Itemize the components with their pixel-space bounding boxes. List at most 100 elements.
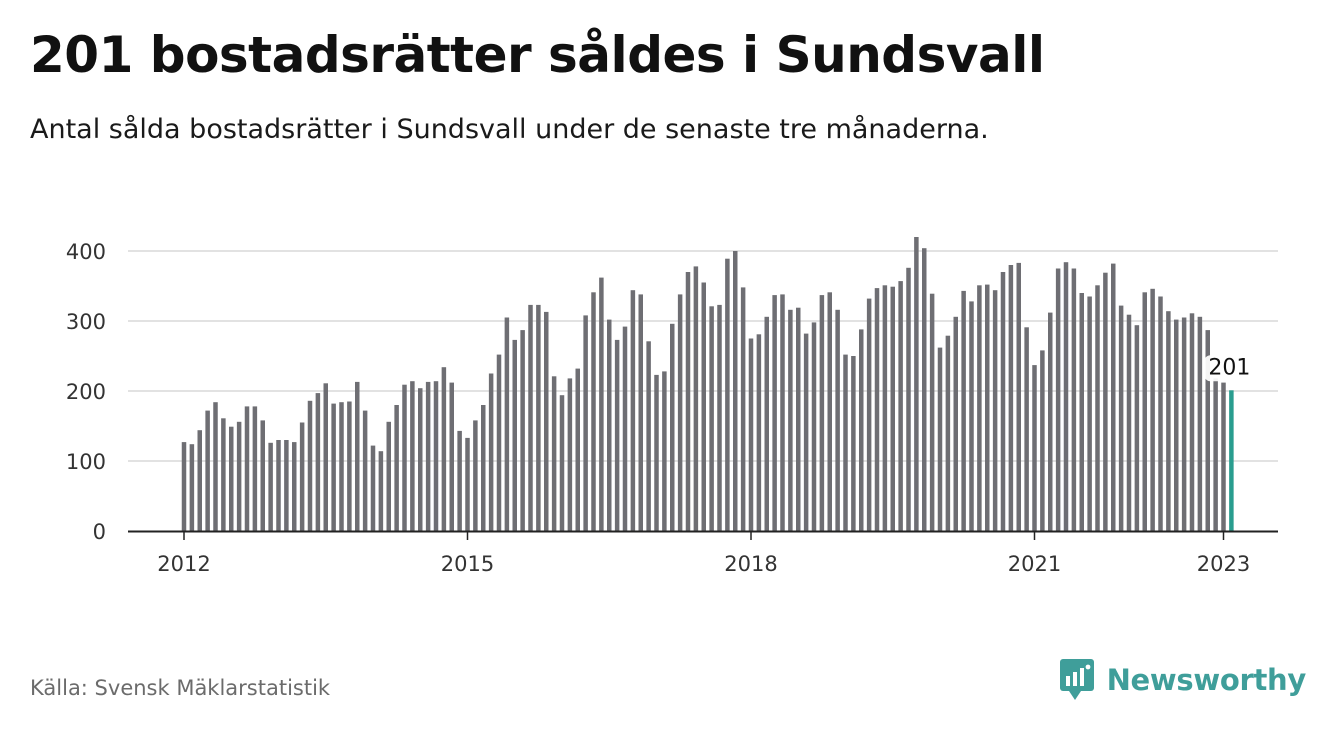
- chart-subtitle: Antal sålda bostadsrätter i Sundsvall un…: [30, 114, 989, 145]
- bar: [205, 410, 210, 531]
- bar: [1189, 313, 1195, 531]
- bar: [1000, 272, 1006, 531]
- bar: [851, 356, 856, 531]
- bar: [449, 382, 454, 531]
- x-tick-label: 2012: [157, 552, 210, 576]
- bar: [292, 442, 297, 531]
- bar: [992, 290, 998, 531]
- y-tick-label: 300: [66, 310, 106, 334]
- bar: [977, 285, 982, 531]
- bar: [701, 282, 706, 531]
- bar: [559, 395, 565, 531]
- bar: [583, 315, 588, 531]
- bar: [622, 326, 628, 531]
- bar: [528, 304, 533, 531]
- y-tick-label: 200: [66, 380, 106, 404]
- bar: [575, 368, 580, 531]
- y-tick-label: 0: [93, 520, 106, 544]
- x-tick-label: 2023: [1197, 552, 1250, 576]
- bar: [1071, 268, 1077, 531]
- bar: [551, 376, 557, 531]
- bar: [410, 381, 415, 531]
- bar: [630, 290, 636, 531]
- bar: [1118, 305, 1124, 531]
- bar: [607, 319, 612, 531]
- bar: [425, 381, 431, 531]
- bar: [614, 339, 620, 531]
- bar: [1213, 378, 1218, 531]
- y-tick-label: 100: [66, 450, 106, 474]
- bar: [835, 309, 840, 531]
- bar: [512, 339, 517, 531]
- data-label-bg: [1204, 355, 1255, 382]
- bar: [756, 334, 762, 531]
- bar: [488, 373, 494, 531]
- bar: [315, 393, 321, 531]
- bar: [764, 316, 769, 531]
- data-labels: 201: [1204, 355, 1255, 382]
- bar: [843, 354, 848, 531]
- bar: [788, 309, 793, 531]
- bar: [362, 410, 368, 531]
- bar-highlight: [1229, 390, 1234, 531]
- bar: [945, 335, 951, 531]
- bar: [803, 333, 809, 531]
- brand-name: Newsworthy: [1106, 663, 1307, 697]
- bar: [1142, 292, 1147, 531]
- bar: [874, 288, 880, 531]
- bar: [1055, 268, 1061, 531]
- brand-logo[interactable]: Newsworthy: [1059, 658, 1306, 702]
- bar: [638, 294, 643, 531]
- bar: [1181, 317, 1187, 531]
- bar: [780, 294, 785, 531]
- bar: [882, 285, 888, 531]
- x-tick-label: 2018: [724, 552, 777, 576]
- bar: [709, 306, 714, 531]
- bar: [1134, 325, 1140, 531]
- bar: [473, 420, 478, 531]
- bar: [922, 248, 927, 531]
- bar: [717, 304, 722, 531]
- bar: [1095, 285, 1100, 531]
- bar: [654, 374, 659, 531]
- x-tick-label: 2015: [441, 552, 494, 576]
- bar: [331, 403, 336, 531]
- bar: [1048, 312, 1053, 531]
- bar: [1111, 263, 1116, 531]
- bar: [685, 272, 691, 531]
- bar: [260, 420, 265, 531]
- bar: [1079, 293, 1084, 531]
- bar: [819, 295, 825, 531]
- bar: [811, 322, 817, 531]
- bar: [953, 316, 958, 531]
- bar: [740, 287, 746, 531]
- bar: [898, 281, 903, 531]
- bar: [465, 437, 470, 531]
- bar: [796, 307, 801, 531]
- bar: [1221, 382, 1226, 531]
- bar: [252, 406, 258, 531]
- bar: [1205, 330, 1210, 531]
- bar: [733, 251, 738, 531]
- bar: [276, 440, 281, 531]
- bar: [1008, 265, 1014, 531]
- axes: 0 100 200 300 400 2012 2015 2018 2021 2023: [66, 240, 1278, 576]
- bar: [299, 422, 305, 531]
- bar: [937, 347, 943, 531]
- bar: [1158, 296, 1163, 531]
- bar: [1150, 288, 1155, 531]
- bar: [827, 292, 832, 531]
- bar: [890, 286, 895, 531]
- bar: [370, 445, 376, 531]
- chart-title: 201 bostadsrätter såldes i Sundsvall: [30, 26, 1045, 84]
- bar: [1040, 350, 1045, 531]
- bar: [339, 402, 344, 531]
- bar: [677, 294, 683, 531]
- bar: [961, 290, 966, 531]
- bar: [268, 442, 273, 531]
- bar: [236, 421, 242, 531]
- bar: [441, 367, 447, 531]
- bar: [929, 293, 935, 531]
- bar: [229, 426, 234, 531]
